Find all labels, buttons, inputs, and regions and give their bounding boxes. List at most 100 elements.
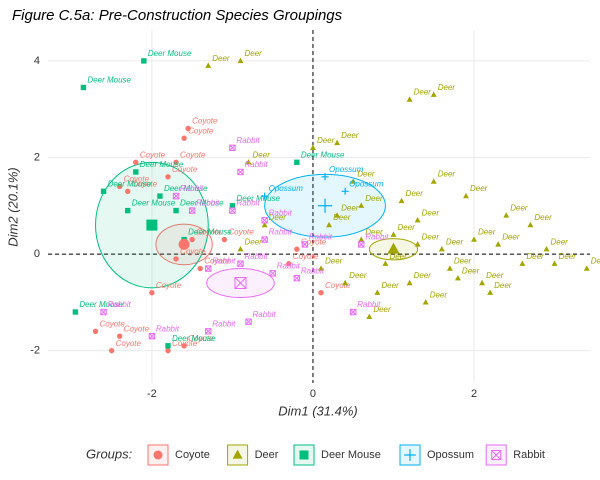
point-label: Deer Mouse	[236, 194, 280, 203]
point-label: Deer	[591, 257, 600, 266]
point-label: Deer	[454, 257, 472, 266]
point-label: Coyote	[124, 175, 150, 184]
point	[318, 289, 324, 296]
point	[237, 57, 244, 64]
legend-symbol	[299, 450, 309, 460]
legend-label: Rabbit	[513, 449, 545, 461]
group-center	[234, 277, 247, 290]
point-label: Deer	[381, 281, 399, 290]
point-label: Coyote	[204, 257, 230, 266]
point	[374, 289, 381, 295]
point	[422, 299, 429, 305]
point-label: Deer	[365, 194, 383, 203]
point-label: Deer	[422, 233, 440, 242]
point	[301, 241, 309, 248]
point-label: Deer	[559, 252, 577, 261]
point-label: Deer	[478, 228, 496, 237]
point	[334, 212, 341, 218]
point	[446, 265, 453, 271]
point-label: Deer	[244, 237, 262, 246]
point	[173, 159, 179, 166]
point	[471, 236, 477, 242]
point	[100, 308, 107, 316]
point-label: Coyote	[180, 247, 206, 256]
point	[116, 183, 123, 190]
point-label: Opossum	[269, 184, 304, 193]
point	[414, 217, 421, 223]
point-label: Deer	[349, 271, 367, 280]
point	[286, 261, 292, 267]
point	[205, 328, 212, 335]
point-label: Rabbit	[212, 257, 236, 266]
y-tick-label: 2	[34, 151, 40, 163]
point-label: Deer	[269, 213, 287, 222]
point	[181, 135, 187, 141]
point	[438, 245, 445, 252]
point-label: Coyote	[196, 228, 222, 237]
point	[261, 221, 268, 228]
point-label: Deer	[414, 88, 432, 97]
point-label: Coyote	[116, 339, 142, 348]
legend-item: Coyote	[147, 444, 210, 466]
point-label: Deer Mouse	[132, 199, 176, 208]
point	[148, 332, 156, 340]
y-tick-label: 4	[34, 55, 40, 67]
legend-item: Opossum	[399, 444, 474, 466]
point	[141, 58, 147, 64]
legend-item: Rabbit	[485, 444, 545, 466]
point-label: Deer	[341, 131, 359, 140]
point	[543, 245, 550, 252]
point	[133, 159, 139, 166]
point	[398, 197, 405, 204]
point-label: Deer	[325, 257, 343, 266]
point-label: Coyote	[172, 165, 198, 174]
point-label: Coyote	[180, 150, 206, 159]
point-label: Deer	[253, 150, 271, 159]
point	[157, 193, 163, 199]
legend-item: Deer	[227, 444, 279, 466]
point	[341, 187, 349, 195]
point-label: Coyote	[140, 150, 166, 159]
point-label: Rabbit	[309, 233, 333, 242]
point-label: Deer Mouse	[164, 184, 208, 193]
legend-item: Deer Mouse	[293, 444, 381, 466]
y-tick-label: 0	[34, 248, 40, 260]
point	[487, 289, 494, 295]
point-label: Coyote	[124, 324, 150, 333]
point-label: Deer	[462, 266, 480, 275]
point-label: Deer	[357, 170, 375, 179]
point	[108, 347, 115, 354]
legend-label: Deer	[255, 449, 279, 461]
y-tick-label: -2	[30, 345, 40, 357]
group-center	[146, 219, 158, 231]
point-label: Deer	[365, 228, 383, 237]
point	[261, 192, 269, 200]
point-label: Deer Mouse	[172, 334, 216, 343]
point	[245, 318, 252, 325]
point-label: Deer	[373, 305, 391, 314]
point	[237, 168, 244, 176]
point-label: Deer	[486, 271, 504, 280]
point-label: Deer Mouse	[140, 160, 184, 169]
point-label: Rabbit	[269, 208, 293, 217]
point	[479, 279, 486, 286]
legend-symbol	[232, 449, 243, 459]
point-label: Deer Mouse	[148, 49, 192, 58]
point-label: Deer	[389, 252, 407, 261]
legend: Groups: Coyote Deer Deer Mouse Opossum Rabbit	[86, 444, 545, 466]
point-label: Coyote	[156, 281, 182, 290]
point	[430, 91, 437, 97]
point-label: Rabbit	[108, 300, 132, 309]
point-label: Deer	[414, 271, 432, 280]
point	[92, 328, 99, 335]
point-label: Deer Mouse	[87, 76, 131, 85]
point	[503, 212, 510, 218]
point-label: Rabbit	[365, 233, 389, 242]
point	[229, 144, 236, 152]
point	[309, 144, 316, 150]
point	[495, 241, 502, 247]
point-label: Deer	[526, 252, 544, 261]
group-center	[317, 198, 333, 213]
